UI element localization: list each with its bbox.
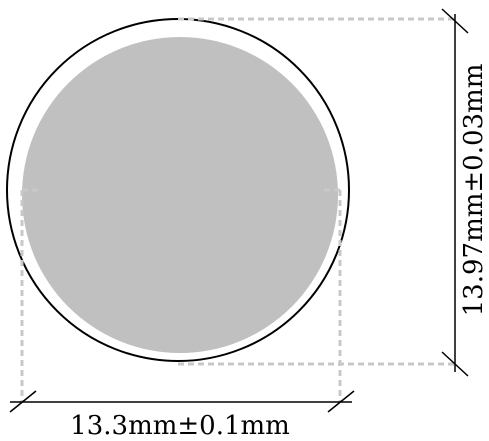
- width-extension-lines: [20, 188, 342, 402]
- height-label: 13.97mm±0.03mm: [459, 64, 489, 317]
- width-label: 13.3mm±0.1mm: [70, 411, 290, 441]
- width-dimension-line: [9, 390, 355, 413]
- height-extension-lines: [178, 17, 455, 366]
- inner-disc: [22, 37, 338, 353]
- height-dimension-line: [441, 8, 469, 377]
